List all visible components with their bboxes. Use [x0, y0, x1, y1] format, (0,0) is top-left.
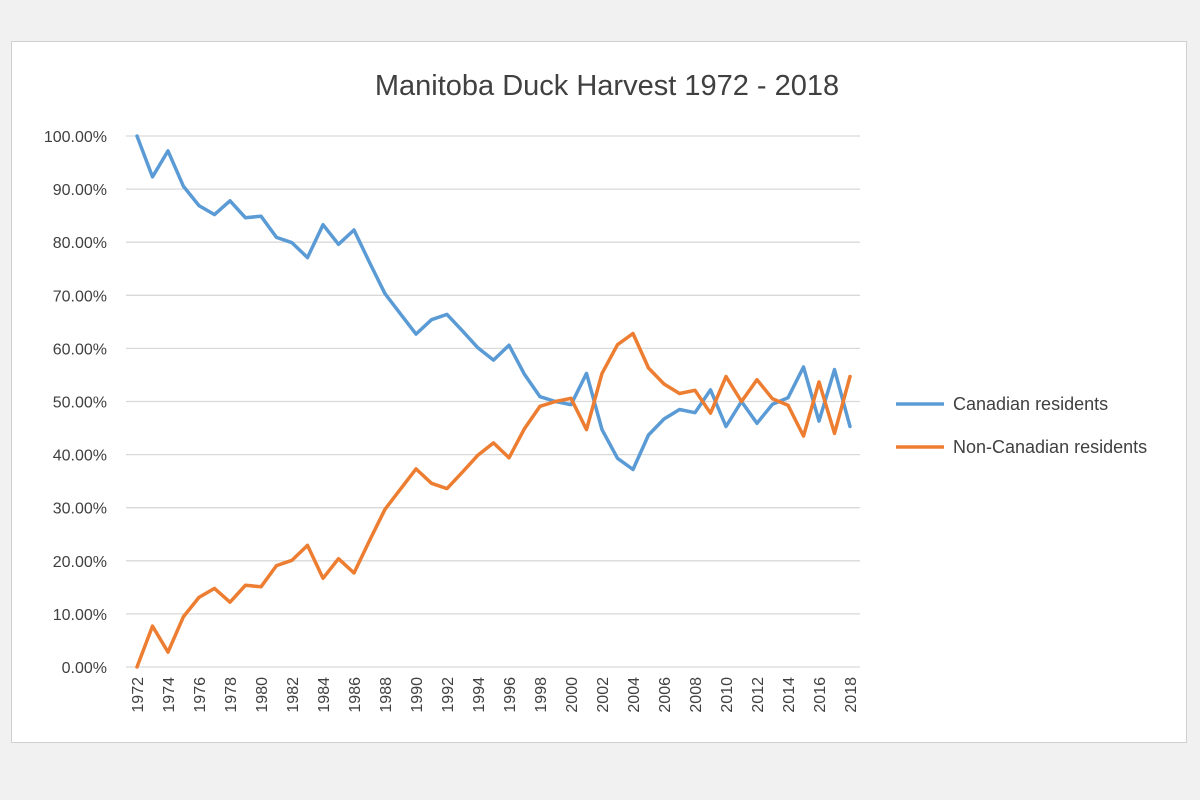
x-tick-label: 1976 — [192, 677, 209, 713]
x-tick-label: 2016 — [812, 677, 829, 713]
gridlines — [126, 135, 860, 668]
x-tick-label: 2010 — [719, 677, 736, 713]
y-tick-label: 10.00% — [53, 607, 107, 624]
series-lines — [135, 134, 852, 669]
x-tick-label: 2000 — [564, 677, 581, 713]
x-tick-label: 1984 — [316, 677, 333, 713]
x-tick-label: 1974 — [161, 677, 178, 713]
y-tick-label: 50.00% — [53, 395, 107, 412]
x-tick-label: 1986 — [347, 677, 364, 713]
x-axis-ticks: 1972 1974 1976 1978 1980 1982 1984 1986 1988 1990… — [130, 677, 860, 713]
x-tick-label: 2014 — [781, 677, 798, 713]
x-tick-label: 2006 — [657, 677, 674, 713]
y-tick-label: 90.00% — [53, 182, 107, 199]
y-axis-ticks: 0.00% 10.00% 20.00% 30.00% 40.00% 50.00% 60.00… — [44, 129, 107, 677]
y-tick-label: 100.00% — [44, 129, 107, 146]
x-tick-label: 1972 — [130, 677, 147, 713]
y-tick-label: 70.00% — [53, 288, 107, 305]
legend-label: Canadian residents — [953, 394, 1108, 414]
x-tick-label: 1998 — [533, 677, 550, 713]
x-tick-label: 1990 — [409, 677, 426, 713]
y-tick-label: 0.00% — [62, 660, 107, 677]
series-line-non-canadian — [135, 331, 852, 669]
legend-label: Non-Canadian residents — [953, 437, 1147, 457]
y-tick-label: 60.00% — [53, 341, 107, 358]
y-tick-label: 20.00% — [53, 554, 107, 571]
x-tick-label: 1980 — [254, 677, 271, 713]
legend: Canadian residents Non-Canadian residents — [896, 394, 1147, 457]
x-tick-label: 1996 — [502, 677, 519, 713]
x-tick-label: 2004 — [626, 677, 643, 713]
chart-frame — [11, 41, 1187, 743]
x-tick-label: 1992 — [440, 677, 457, 713]
x-tick-label: 2012 — [750, 677, 767, 713]
x-tick-label: 1988 — [378, 677, 395, 713]
y-tick-label: 80.00% — [53, 235, 107, 252]
y-tick-label: 30.00% — [53, 501, 107, 518]
x-tick-label: 1978 — [223, 677, 240, 713]
y-tick-label: 40.00% — [53, 448, 107, 465]
series-line-canadian — [135, 134, 852, 472]
x-tick-label: 1994 — [471, 677, 488, 713]
x-tick-label: 1982 — [285, 677, 302, 713]
x-tick-label: 2008 — [688, 677, 705, 713]
x-tick-label: 2018 — [843, 677, 860, 713]
x-tick-label: 2002 — [595, 677, 612, 713]
chart-title: Manitoba Duck Harvest 1972 - 2018 — [375, 70, 839, 102]
